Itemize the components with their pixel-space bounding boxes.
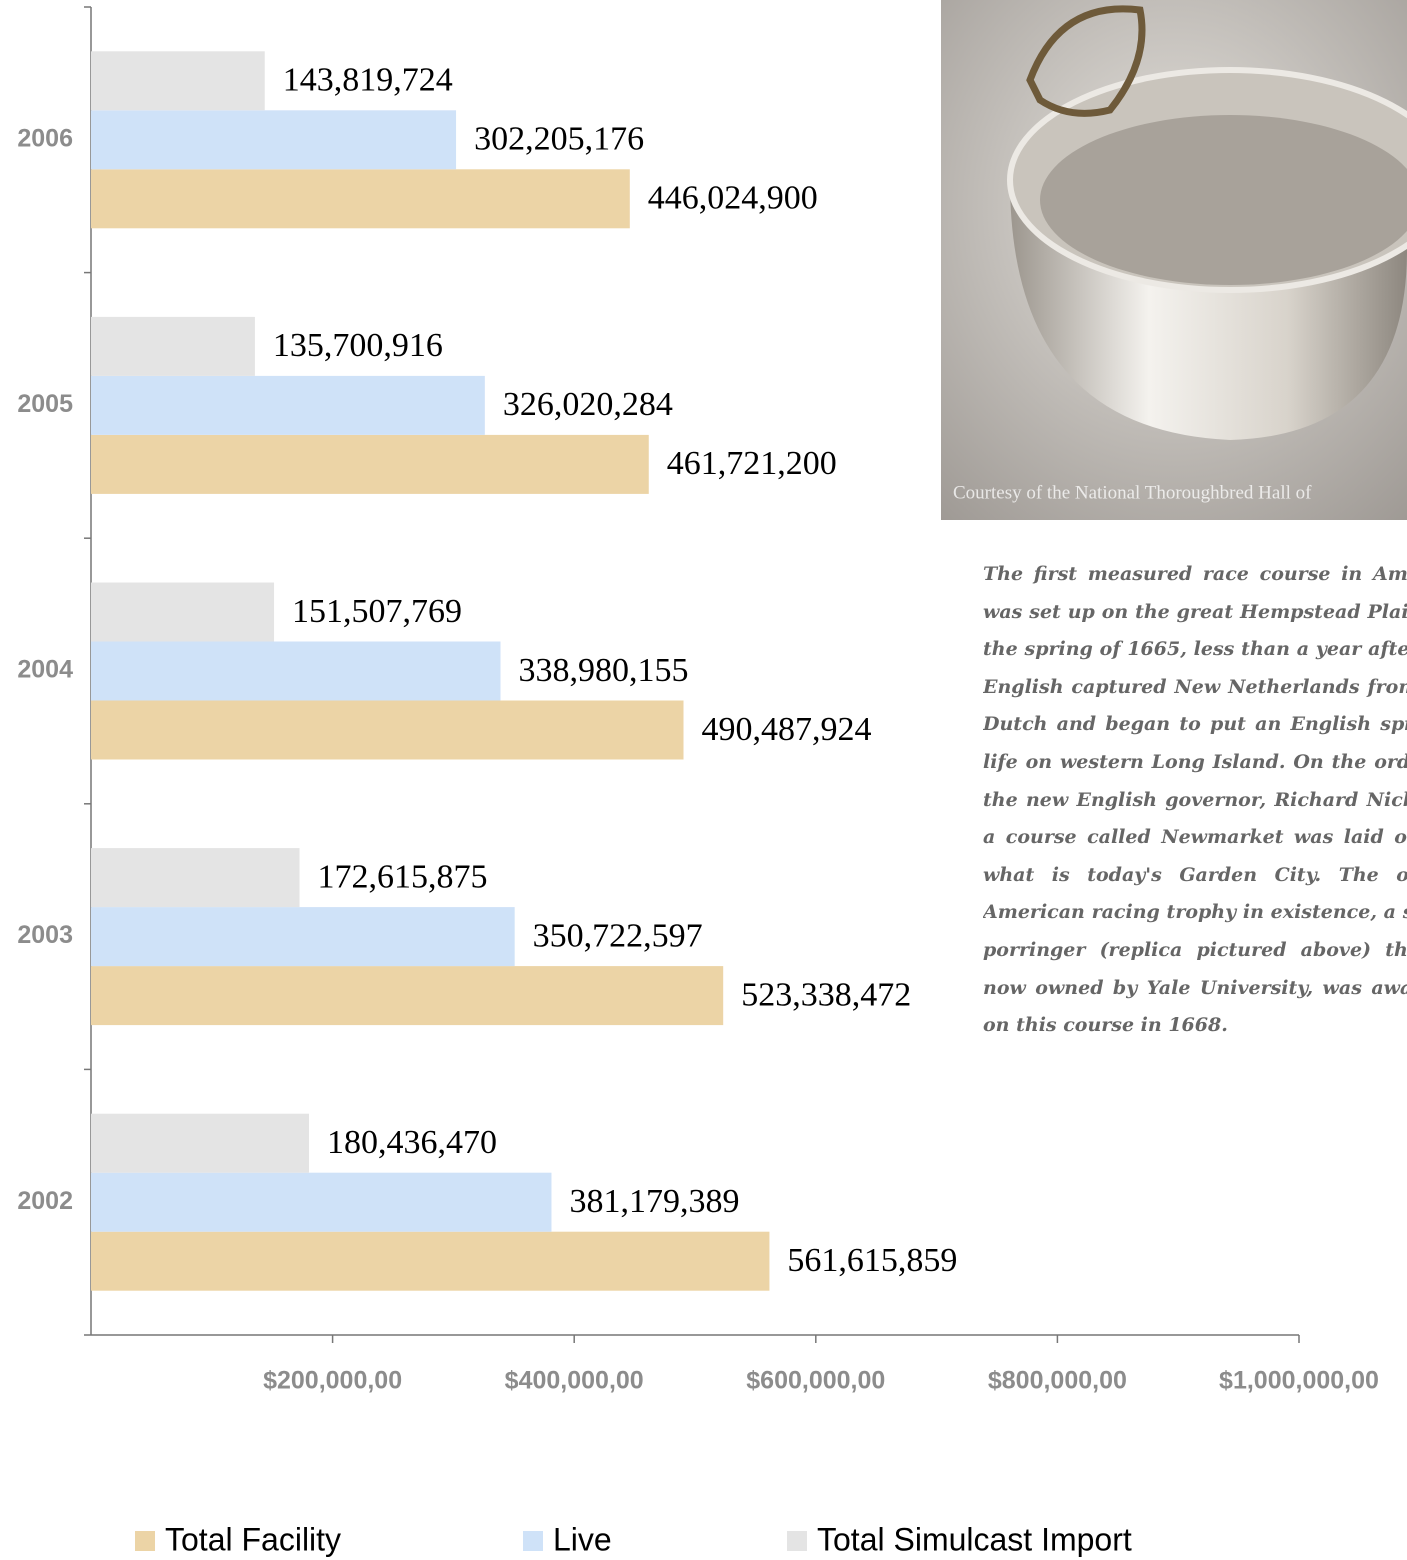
value-label: 135,700,916 <box>273 327 443 364</box>
bar <box>91 848 300 908</box>
legend-label: Total Facility <box>165 1521 341 1557</box>
y-tick-label: 2005 <box>17 390 73 418</box>
value-label: 338,980,155 <box>518 652 688 689</box>
x-tick-label: $600,000,00 <box>746 1367 885 1395</box>
bar <box>91 169 630 229</box>
x-tick-label: $1,000,000,00 <box>1219 1367 1379 1395</box>
bowl-handle <box>1026 5 1146 117</box>
bar <box>91 1172 552 1232</box>
value-label: 523,338,472 <box>741 976 911 1013</box>
legend-swatch <box>523 1531 543 1551</box>
value-label: 350,722,597 <box>533 917 703 954</box>
y-tick-label: 2004 <box>17 656 73 684</box>
value-label: 143,819,724 <box>283 62 453 99</box>
y-tick-label: 2002 <box>17 1187 73 1215</box>
value-label: 302,205,176 <box>474 121 644 158</box>
value-label: 490,487,924 <box>702 711 872 748</box>
bar <box>91 641 501 701</box>
legend-swatch <box>135 1531 155 1551</box>
value-label: 172,615,875 <box>318 858 488 895</box>
photo-caption: Courtesy of the National Thoroughbred Ha… <box>953 482 1312 503</box>
legend-label: Total Simulcast Import <box>817 1521 1132 1557</box>
value-label: 561,615,859 <box>787 1242 957 1279</box>
bar <box>91 1113 309 1173</box>
value-label: 381,179,389 <box>569 1183 739 1220</box>
bar <box>91 375 485 435</box>
bar <box>91 907 515 967</box>
value-label: 326,020,284 <box>503 386 673 423</box>
y-tick-label: 2006 <box>17 124 73 152</box>
x-tick-label: $200,000,00 <box>263 1367 402 1395</box>
bowl-inside <box>1040 115 1407 285</box>
bar <box>91 316 255 376</box>
sidebar-text: The first measured race course in Americ… <box>983 563 1407 1037</box>
bar <box>91 966 724 1026</box>
x-tick-label: $400,000,00 <box>505 1367 644 1395</box>
value-label: 446,024,900 <box>648 180 818 217</box>
bar <box>91 582 275 642</box>
bar <box>91 434 649 494</box>
bar <box>91 700 684 760</box>
value-label: 151,507,769 <box>292 593 462 630</box>
legend-swatch <box>787 1531 807 1551</box>
legend-label: Live <box>553 1521 612 1557</box>
bar <box>91 1231 770 1291</box>
bar <box>91 51 265 111</box>
bar <box>91 110 457 170</box>
sidebar: The first measured race course in Americ… <box>983 556 1407 1116</box>
value-label: 180,436,470 <box>327 1124 497 1161</box>
x-tick-label: $800,000,00 <box>988 1367 1127 1395</box>
y-tick-label: 2003 <box>17 921 73 949</box>
value-label: 461,721,200 <box>667 445 837 482</box>
photo: Courtesy of the National Thoroughbred Ha… <box>941 0 1407 520</box>
